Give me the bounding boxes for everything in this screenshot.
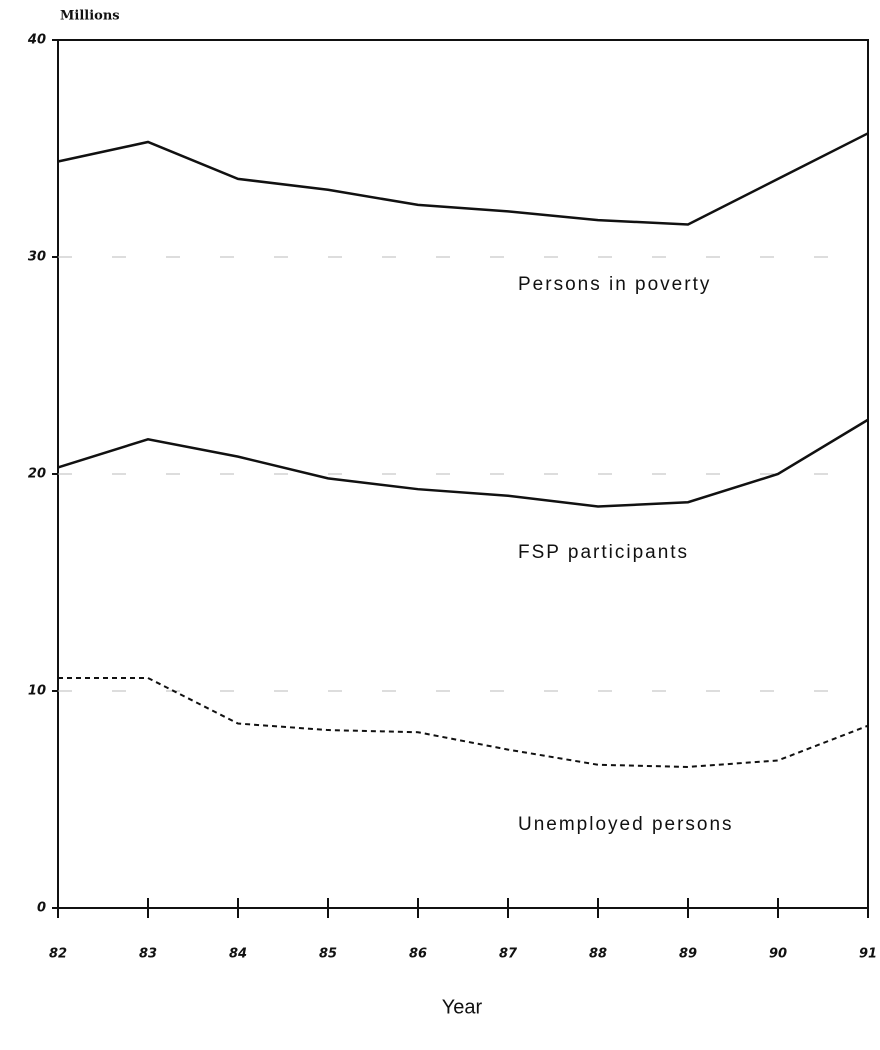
x-tick-label: 90 (769, 947, 787, 962)
y-tick-label: 40 (27, 33, 46, 48)
y-tick-label: 10 (28, 684, 46, 699)
y-tick-label: 20 (28, 467, 46, 482)
x-tick-label: 89 (679, 947, 697, 962)
x-tick-label: 84 (229, 947, 247, 962)
x-tick-label: 85 (319, 947, 337, 962)
x-tick-label: 82 (49, 947, 67, 962)
series-label: Unemployed persons (518, 814, 734, 835)
y-tick-label: 30 (28, 250, 46, 265)
x-tick-label: 88 (589, 947, 607, 962)
x-tick-label: 83 (139, 947, 157, 962)
x-tick-label: 87 (499, 947, 518, 962)
series-line (58, 676, 869, 768)
y-tick-label: 0 (37, 901, 46, 916)
y-axis-label: Millions (60, 9, 120, 24)
x-tick-label: 86 (409, 947, 427, 962)
x-tick-label: 91 (859, 947, 877, 962)
series-line (57, 418, 869, 508)
series-label: Persons in poverty (518, 274, 711, 295)
x-axis-label: Year (442, 996, 483, 1018)
series-line (57, 132, 869, 226)
series-label: FSP participants (518, 542, 689, 563)
